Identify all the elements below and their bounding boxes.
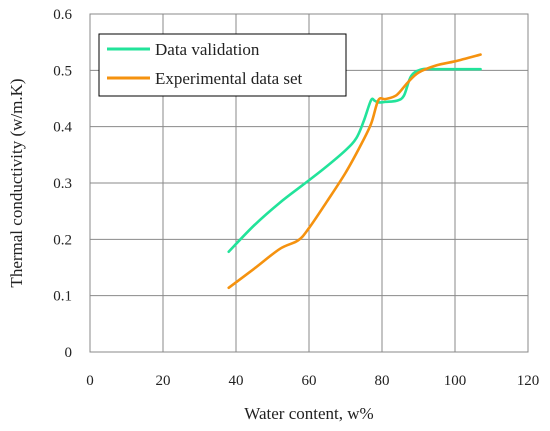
y-tick-label: 0.6 [53,7,72,23]
x-tick-label: 40 [229,373,244,389]
x-tick-label: 80 [375,373,390,389]
series-layer [227,53,482,290]
y-tick-label: 0.5 [53,63,72,79]
plot-border [89,13,529,353]
y-tick-label: 0.1 [53,289,72,305]
x-tick-label: 120 [517,373,540,389]
y-tick-label: 0.4 [53,120,72,136]
x-tick-label: 0 [86,373,94,389]
y-tick-labels: 0 0.1 0.2 0.3 0.4 0.5 0.6 [53,7,72,361]
x-tick-labels: 0 20 40 60 80 100 120 [86,373,539,389]
legend: Data validation Experimental data set [98,33,347,97]
legend-label-experimental-data-set: Experimental data set [155,69,303,88]
x-tick-label: 60 [302,373,317,389]
y-tick-label: 0 [65,345,73,361]
y-axis-title: Thermal conductivity (w/m.K) [7,78,26,287]
series-line-experimental-data-set [227,53,482,290]
legend-label-data-validation: Data validation [155,40,260,59]
x-axis-title: Water content, w% [244,404,373,423]
legend-box [98,33,347,97]
y-tick-label: 0.2 [53,232,72,248]
x-tick-label: 100 [444,373,467,389]
x-tick-label: 20 [156,373,171,389]
series-line-data-validation [227,67,482,254]
y-tick-label: 0.3 [53,176,72,192]
